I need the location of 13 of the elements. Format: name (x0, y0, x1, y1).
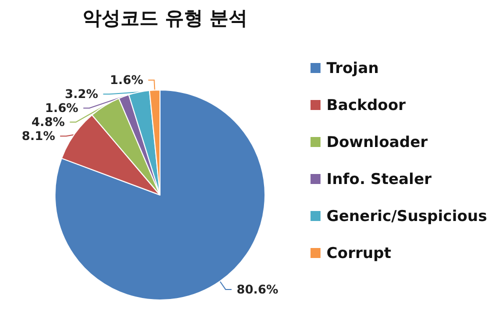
data-label: 4.8% (32, 115, 65, 130)
legend-label: Downloader (326, 133, 428, 151)
data-label: 8.1% (22, 129, 56, 144)
legend-label: Corrupt (326, 244, 392, 262)
data-label: 80.6% (236, 282, 278, 296)
legend-label: Backdoor (326, 96, 406, 114)
data-label: 1.6% (110, 73, 144, 88)
chart-title: 악성코드 유형 분석 (82, 8, 248, 30)
legend-label: Generic/Suspicious (326, 207, 488, 225)
data-label: 3.2% (64, 87, 98, 102)
legend-label: Trojan (326, 59, 379, 77)
data-label: 1.6% (45, 101, 78, 116)
legend-label: Info. Stealer (326, 170, 432, 188)
